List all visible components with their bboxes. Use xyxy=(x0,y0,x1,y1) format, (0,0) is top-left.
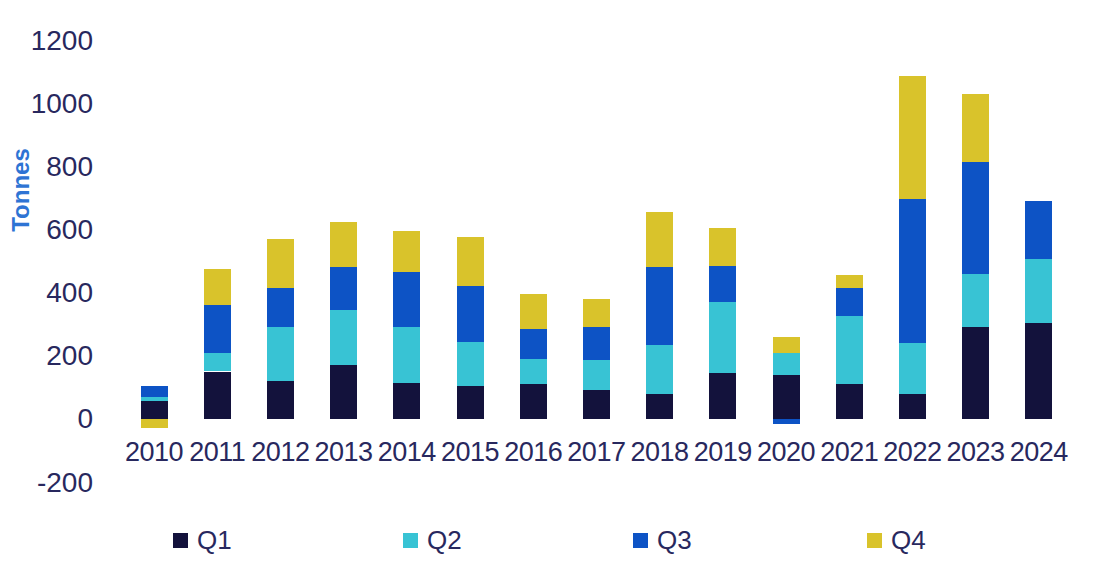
bar-segment-q4-2022 xyxy=(899,76,926,199)
bar-segment-q1-2019 xyxy=(709,373,736,419)
bar-segment-q3-2019 xyxy=(709,266,736,302)
legend-item-q4: Q4 xyxy=(867,527,926,553)
legend-swatch-q2 xyxy=(403,533,418,548)
legend-swatch-q4 xyxy=(867,533,882,548)
bar-segment-q1-2023 xyxy=(962,327,989,419)
legend-item-q3: Q3 xyxy=(633,527,692,553)
bar-segment-q3-2021 xyxy=(836,288,863,316)
bar-segment-q4-2011 xyxy=(204,269,231,305)
bar-segment-q2-2020 xyxy=(773,353,800,375)
bar-segment-q2-2021 xyxy=(836,316,863,384)
bar-segment-q2-2019 xyxy=(709,302,736,373)
bar-segment-q2-2016 xyxy=(520,359,547,384)
y-tick-label: 0 xyxy=(13,402,93,435)
legend: Q1 Q2 Q3 Q4 xyxy=(0,0,1096,562)
bar-segment-q1-2011 xyxy=(204,372,231,419)
bar-segment-q2-2017 xyxy=(583,360,610,390)
bar-segment-q1-2016 xyxy=(520,384,547,419)
bar-segment-q2-2013 xyxy=(330,310,357,365)
bar-segment-q1-2013 xyxy=(330,365,357,419)
bar-segment-q4-2012 xyxy=(267,239,294,288)
legend-swatch-q3 xyxy=(633,533,648,548)
bar-segment-q4-2010 xyxy=(141,419,168,428)
bar-segment-q4-2018 xyxy=(646,212,673,267)
bar-segment-q1-2017 xyxy=(583,390,610,418)
bar-segment-q1-2010 xyxy=(141,401,168,418)
legend-item-q2: Q2 xyxy=(403,527,462,553)
bar-segment-q4-2023 xyxy=(962,94,989,162)
bar-segment-q4-2015 xyxy=(457,237,484,286)
bar-segment-q2-2010 xyxy=(141,397,168,402)
legend-label-q1: Q1 xyxy=(197,527,232,553)
bar-segment-q3-2022 xyxy=(899,199,926,343)
bar-segment-q3-2024 xyxy=(1025,201,1052,259)
bar-segment-q2-2015 xyxy=(457,342,484,386)
bar-segment-q3-2020 xyxy=(773,419,800,424)
bar-segment-q4-2019 xyxy=(709,228,736,266)
bar-segment-q2-2012 xyxy=(267,327,294,381)
bar-segment-q4-2021 xyxy=(836,275,863,288)
legend-label-q2: Q2 xyxy=(427,527,462,553)
bar-segment-q3-2015 xyxy=(457,286,484,341)
bar-segment-q3-2018 xyxy=(646,267,673,344)
legend-label-q4: Q4 xyxy=(891,527,926,553)
bar-segment-q1-2012 xyxy=(267,381,294,419)
bar-segment-q3-2010 xyxy=(141,386,168,397)
bar-segment-q2-2011 xyxy=(204,353,231,372)
stacked-bar-chart: Tonnes 120010008006004002000-200 2010201… xyxy=(0,0,1096,562)
bar-segment-q3-2013 xyxy=(330,267,357,310)
bar-segment-q1-2015 xyxy=(457,386,484,419)
bar-segment-q1-2024 xyxy=(1025,323,1052,419)
bar-segment-q3-2012 xyxy=(267,288,294,327)
bar-segment-q3-2014 xyxy=(393,272,420,327)
bar-segment-q4-2017 xyxy=(583,299,610,327)
bar-segment-q2-2022 xyxy=(899,343,926,394)
bar-segment-q1-2020 xyxy=(773,375,800,419)
bar-segment-q1-2022 xyxy=(899,394,926,419)
bar-segment-q3-2023 xyxy=(962,162,989,274)
bar-segment-q1-2014 xyxy=(393,383,420,419)
bar-segment-q2-2023 xyxy=(962,274,989,328)
legend-item-q1: Q1 xyxy=(173,527,232,553)
legend-label-q3: Q3 xyxy=(657,527,692,553)
y-tick-label: 600 xyxy=(13,213,93,246)
bar-segment-q3-2011 xyxy=(204,305,231,352)
bar-segment-q1-2021 xyxy=(836,384,863,419)
bar-segment-q3-2017 xyxy=(583,327,610,360)
legend-swatch-q1 xyxy=(173,533,188,548)
y-tick-label: 1200 xyxy=(13,24,93,57)
bar-segment-q3-2016 xyxy=(520,329,547,359)
bar-segment-q2-2018 xyxy=(646,345,673,394)
x-tick-label-2024: 2024 xyxy=(999,436,1079,468)
y-tick-label: 400 xyxy=(13,276,93,309)
bar-segment-q2-2014 xyxy=(393,327,420,382)
y-tick-label: -200 xyxy=(13,466,93,499)
y-tick-label: 1000 xyxy=(13,87,93,120)
bar-segment-q2-2024 xyxy=(1025,259,1052,322)
bar-segment-q4-2014 xyxy=(393,231,420,272)
y-tick-label: 200 xyxy=(13,339,93,372)
y-tick-label: 800 xyxy=(13,150,93,183)
bar-segment-q4-2013 xyxy=(330,222,357,268)
bar-segment-q4-2020 xyxy=(773,337,800,353)
bar-segment-q4-2016 xyxy=(520,294,547,329)
bar-segment-q1-2018 xyxy=(646,394,673,419)
